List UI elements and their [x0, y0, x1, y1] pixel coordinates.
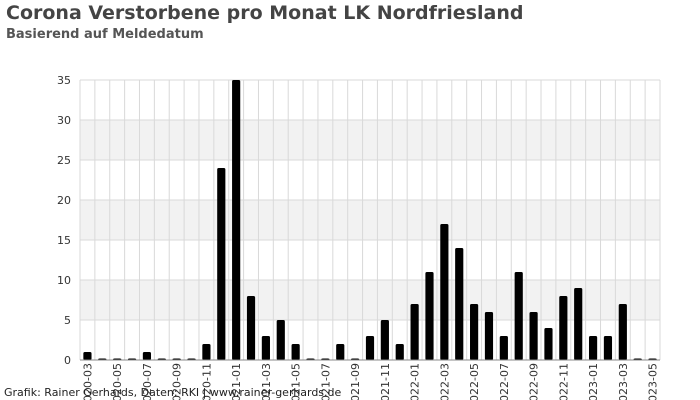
x-tick-label: 2022-01 [409, 363, 422, 400]
bar [380, 320, 389, 360]
bar [217, 168, 226, 360]
x-axis-ticks: 2020-03 2020-05 2020-07 2020-09 2020-11 2021-… [81, 363, 659, 400]
x-tick-label: 2022-05 [468, 363, 481, 400]
y-tick-label: 10 [57, 274, 71, 287]
y-tick-label: 20 [57, 194, 71, 207]
x-tick-label: 2020-07 [141, 363, 154, 400]
bar [514, 272, 523, 360]
bar [261, 336, 270, 360]
bar [618, 304, 627, 360]
bar [246, 296, 256, 360]
bar [276, 320, 285, 360]
x-tick-label: 2022-03 [438, 363, 451, 400]
y-axis-ticks: 0 5 10 15 20 25 30 35 [57, 74, 71, 367]
x-tick-label: 2023-01 [587, 363, 600, 400]
x-tick-label: 2023-05 [647, 363, 660, 400]
bars [83, 80, 657, 360]
bar [470, 304, 479, 360]
bar [484, 312, 494, 360]
chart-title: Corona Verstorbene pro Monat LK Nordfrie… [6, 2, 524, 24]
bar [336, 344, 345, 360]
background-bands [80, 120, 660, 320]
x-tick-label: 2020-03 [81, 363, 94, 400]
x-tick-label: 2021-11 [379, 363, 392, 400]
bar [544, 328, 553, 360]
bar [588, 336, 598, 360]
bar [410, 304, 419, 360]
bar [291, 344, 300, 360]
x-tick-label: 2020-09 [171, 363, 184, 400]
bar [83, 352, 92, 360]
y-tick-label: 30 [57, 114, 71, 127]
bar [232, 80, 241, 360]
bar [574, 288, 583, 360]
bar [142, 352, 152, 360]
x-tick-label: 2023-03 [617, 363, 630, 400]
chart-subtitle: Basierend auf Meldedatum [6, 27, 204, 42]
y-tick-label: 35 [57, 74, 71, 87]
bar [425, 272, 434, 360]
background-band [80, 280, 660, 320]
bar [499, 336, 508, 360]
x-tick-label: 2021-01 [230, 363, 243, 400]
x-tick-label: 2021-09 [349, 363, 362, 400]
bar [395, 344, 404, 360]
x-tick-label: 2021-03 [260, 363, 273, 400]
y-tick-label: 0 [64, 354, 71, 367]
bar [529, 312, 538, 360]
background-band [80, 120, 660, 160]
bar [559, 296, 568, 360]
y-tick-label: 15 [57, 234, 71, 247]
bar [440, 224, 449, 360]
x-tick-label: 2021-05 [290, 363, 303, 400]
y-tick-label: 5 [64, 314, 71, 327]
background-band [80, 200, 660, 240]
x-tick-label: 2020-05 [111, 363, 124, 400]
x-tick-label: 2020-11 [200, 363, 213, 400]
bar [365, 336, 375, 360]
bar [202, 344, 211, 360]
x-tick-label: 2021-07 [319, 363, 332, 400]
vertical-gridlines [79, 80, 661, 360]
x-tick-label: 2022-07 [498, 363, 511, 400]
x-tick-label: 2022-11 [557, 363, 570, 400]
credit-line: Grafik: Rainer Gerhards, Daten: RKI | ww… [4, 386, 342, 399]
x-tick-label: 2022-09 [528, 363, 541, 400]
bar [603, 336, 613, 360]
bar [455, 248, 464, 360]
y-tick-label: 25 [57, 154, 71, 167]
